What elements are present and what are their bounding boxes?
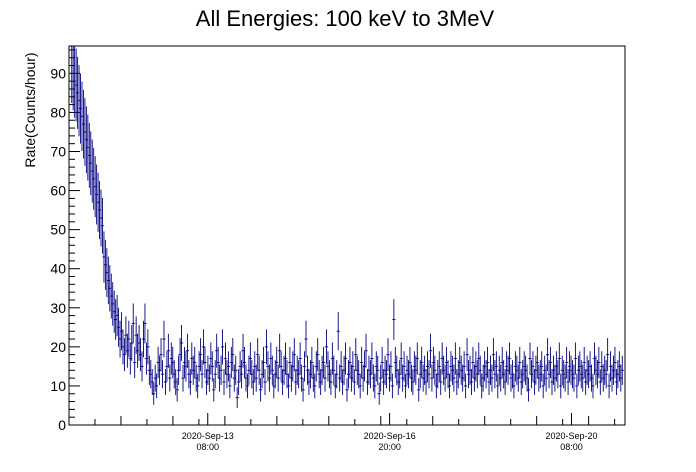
x-tick-date-label: 2020-Sep-20 <box>545 431 597 441</box>
data-series <box>70 46 624 408</box>
y-tick-label: 60 <box>50 183 66 199</box>
x-axis-ticks: 2020-Sep-1308:002020-Sep-1620:002020-Sep… <box>68 413 616 452</box>
y-tick-label: 20 <box>50 339 66 355</box>
y-tick-label: 80 <box>50 104 66 120</box>
y-tick-label: 50 <box>50 222 66 238</box>
y-tick-label: 0 <box>58 417 66 433</box>
y-tick-label: 90 <box>50 65 66 81</box>
y-axis-label: Rate(Counts/hour) <box>22 52 38 167</box>
x-tick-time-label: 08:00 <box>560 442 583 452</box>
x-tick-time-label: 20:00 <box>378 442 401 452</box>
y-tick-label: 70 <box>50 143 66 159</box>
x-tick-time-label: 08:00 <box>196 442 219 452</box>
y-tick-label: 30 <box>50 300 66 316</box>
x-tick-date-label: 2020-Sep-16 <box>364 431 416 441</box>
y-tick-label: 40 <box>50 261 66 277</box>
chart-title: All Energies: 100 keV to 3MeV <box>196 6 495 31</box>
plot-frame <box>68 45 626 426</box>
y-tick-label: 10 <box>50 378 66 394</box>
y-axis-ticks: 0 10 20 30 40 50 60 70 80 90 <box>50 49 80 433</box>
x-tick-date-label: 2020-Sep-13 <box>182 431 234 441</box>
